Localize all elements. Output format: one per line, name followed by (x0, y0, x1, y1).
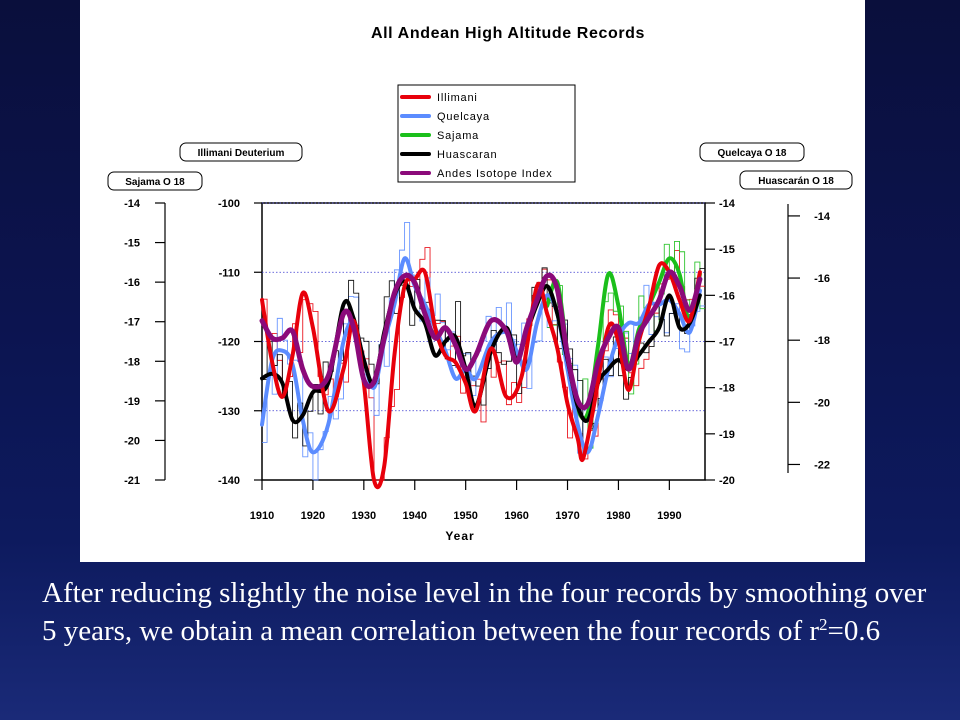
illimani-tick-label: -100 (218, 198, 240, 210)
huascaran-tick-label: -18 (814, 335, 830, 347)
quelccaya-tick-label: -17 (719, 337, 735, 349)
quelccaya-tick-label: -15 (719, 244, 735, 256)
illimani-tick-label: -110 (219, 267, 240, 279)
series-line-quelcaya (260, 256, 702, 455)
quelccaya-axis-label-box (699, 142, 805, 162)
huascaran-axis-label-box (739, 170, 853, 190)
x-tick-label: 1930 (352, 510, 376, 522)
caption-text: After reducing slightly the noise level … (42, 577, 927, 647)
legend: Illimani Quelcaya Sajama Huascaran Andes Iso… (397, 84, 576, 183)
caption-superscript: 2 (819, 615, 828, 634)
series-layer (259, 256, 703, 490)
sajama-tick-label: -17 (124, 317, 140, 329)
x-tick-label: 1970 (555, 510, 579, 522)
legend-label: Quelcaya (437, 111, 490, 123)
x-tick-label: 1980 (606, 510, 630, 522)
chart-svg: All Andean High Altitude Records Illiman… (107, 25, 853, 543)
illimani-axis-label-box (179, 142, 303, 162)
illimani-tick-label: -120 (218, 337, 240, 349)
illimani-tick-label: -130 (218, 406, 240, 418)
huascaran-axis-label: Huascarán O 18 (758, 176, 834, 187)
noise-trace-huascaran (262, 267, 705, 447)
huascaran-tick-label: -22 (814, 459, 830, 471)
quelccaya-tick-label: -18 (719, 383, 735, 395)
x-tick-label: 1920 (301, 510, 325, 522)
x-axis-title: Year (445, 529, 474, 543)
slide-caption: After reducing slightly the noise level … (42, 574, 942, 650)
x-tick-label: 1940 (403, 510, 427, 522)
sajama-tick-label: -14 (124, 198, 141, 210)
quelccaya-tick-label: -20 (719, 475, 735, 487)
huascaran-tick-label: -20 (814, 397, 830, 409)
huascaran-tick-label: -16 (814, 273, 830, 285)
legend-label: Illimani (437, 92, 478, 104)
caption-suffix: =0.6 (827, 615, 881, 647)
legend-label: Andes Isotope Index (437, 168, 553, 180)
x-tick-label: 1990 (657, 510, 681, 522)
legend-label: Sajama (437, 130, 479, 142)
axes-layer: -14 -15 -16 -17 -18 -19 -20 -21 -100 -110 -120 -130… (124, 198, 831, 522)
sajama-axis-label-box (107, 171, 203, 191)
sajama-tick-label: -21 (124, 475, 140, 487)
sajama-tick-label: -18 (124, 356, 140, 368)
sajama-tick-label: -20 (124, 435, 140, 447)
quelccaya-axis-label: Quelcaya O 18 (718, 148, 787, 159)
x-tick-label: 1950 (453, 510, 477, 522)
chart-title: All Andean High Altitude Records (371, 25, 645, 42)
quelccaya-tick-label: -16 (719, 290, 735, 302)
sajama-tick-label: -19 (124, 396, 140, 408)
illimani-tick-label: -140 (218, 475, 240, 487)
sajama-tick-label: -15 (124, 238, 140, 250)
quelccaya-tick-label: -14 (719, 198, 736, 210)
series-line-andes-isotope-index (259, 269, 703, 411)
x-tick-label: 1960 (504, 510, 528, 522)
sajama-tick-label: -16 (124, 277, 140, 289)
x-tick-label: 1910 (250, 510, 274, 522)
sajama-axis-label: Sajama O 18 (125, 177, 185, 188)
illimani-axis-label: Illimani Deuterium (198, 148, 285, 159)
series-line-illimani (260, 261, 702, 490)
legend-label: Huascaran (437, 149, 497, 161)
chart-figure: All Andean High Altitude Records Illiman… (80, 0, 865, 562)
quelccaya-tick-label: -19 (719, 429, 735, 441)
huascaran-tick-label: -14 (814, 211, 831, 223)
